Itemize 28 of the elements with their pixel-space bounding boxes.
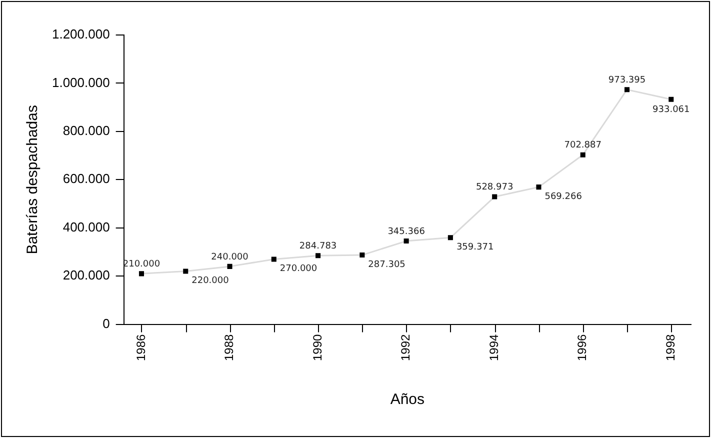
x-tick-label: 1996 <box>575 334 590 362</box>
y-tick-label: 0 <box>102 316 110 331</box>
data-label: 284.783 <box>299 241 337 252</box>
data-label: 240.000 <box>211 252 249 262</box>
data-label: 569.266 <box>544 192 582 202</box>
y-tick-label: 400.000 <box>62 219 110 234</box>
data-label: 528.973 <box>476 182 514 193</box>
data-label: 933.061 <box>652 105 690 116</box>
y-tick-label: 1.200.000 <box>52 26 110 42</box>
data-label: 220.000 <box>192 276 230 286</box>
y-tick-label: 600.000 <box>62 171 110 186</box>
data-label: 287.305 <box>368 260 406 270</box>
x-tick-label: 1990 <box>310 334 324 362</box>
data-label: 359.371 <box>456 242 494 253</box>
x-tick-label: 1998 <box>663 334 678 362</box>
x-tick-label: 1994 <box>486 334 501 362</box>
data-label: 973.395 <box>608 75 646 86</box>
y-tick-label: 1.000.000 <box>52 74 110 90</box>
y-tick-label: 200.000 <box>62 268 110 283</box>
x-axis-title: Años <box>390 391 425 408</box>
y-axis-title: Baterías despachadas <box>24 105 42 254</box>
data-label: 702.887 <box>564 140 602 151</box>
data-label: 270.000 <box>280 264 318 274</box>
data-label: 345.366 <box>388 226 426 237</box>
x-tick-label: 1988 <box>222 334 236 362</box>
x-tick-label: 1992 <box>398 334 413 362</box>
x-tick-label: 1986 <box>134 334 148 362</box>
y-tick-label: 800.000 <box>62 123 110 138</box>
